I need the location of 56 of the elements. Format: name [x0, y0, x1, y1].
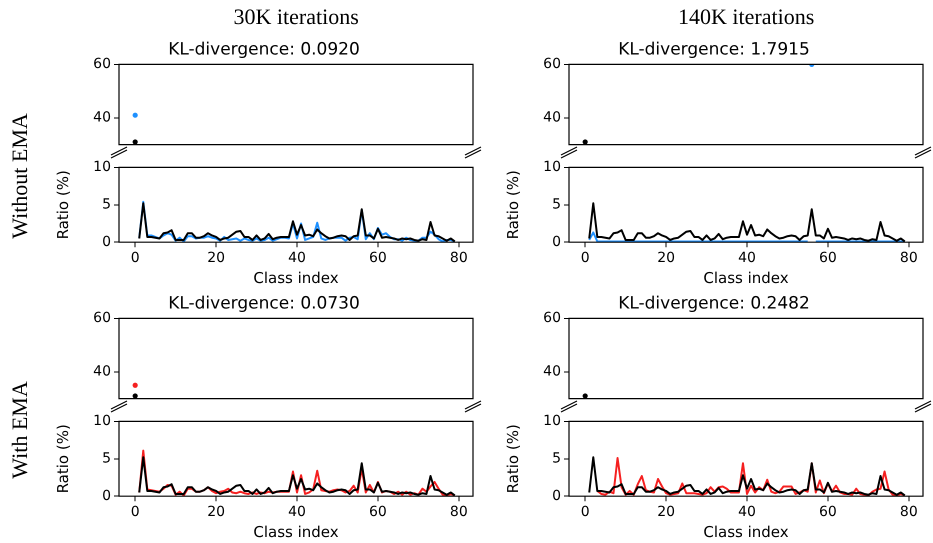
- y-axis-title: Ratio (%): [504, 170, 522, 240]
- x-tick-label: 60: [369, 504, 387, 520]
- text: With EMA: [6, 381, 33, 479]
- text: 140K iterations: [678, 4, 814, 30]
- x-tick-label: 20: [657, 250, 676, 266]
- y-tick-label: 40: [543, 110, 561, 126]
- y-tick-label: 60: [543, 56, 561, 72]
- y-tick-label: 60: [543, 310, 561, 326]
- y-tick-label: 5: [102, 450, 111, 466]
- y-tick-label: 40: [543, 364, 561, 380]
- y-axis-title: Ratio (%): [504, 424, 522, 494]
- y-tick-label: 10: [543, 413, 561, 430]
- x-axis-title: Class index: [253, 268, 339, 287]
- chart-title: KL-divergence: 0.0920: [168, 40, 360, 60]
- y-tick-label: 60: [93, 56, 111, 72]
- x-tick-label: 0: [580, 250, 590, 266]
- x-tick-label: 60: [819, 250, 837, 266]
- y-tick-label: 0: [102, 488, 111, 504]
- text: Without EMA: [6, 113, 33, 239]
- x-tick-label: 80: [450, 504, 468, 520]
- y-tick-label: 5: [552, 196, 561, 212]
- text: 30K iterations: [234, 4, 359, 30]
- x-tick-label: 20: [207, 504, 226, 520]
- y-tick-label: 0: [552, 234, 561, 250]
- chart-title: KL-divergence: 0.0730: [168, 294, 360, 314]
- y-tick-label: 10: [93, 159, 111, 176]
- x-axis-title: Class index: [703, 268, 789, 287]
- x-tick-label: 0: [580, 504, 590, 520]
- x-tick-label: 60: [369, 250, 387, 266]
- y-tick-label: 10: [93, 413, 111, 430]
- x-axis-title: Class index: [253, 522, 339, 541]
- x-tick-label: 60: [819, 504, 837, 520]
- y-axis-title: Ratio (%): [54, 170, 72, 240]
- x-tick-label: 20: [207, 250, 226, 266]
- chart-title: KL-divergence: 0.2482: [618, 294, 810, 314]
- x-tick-label: 80: [450, 250, 468, 266]
- x-tick-label: 40: [288, 504, 306, 520]
- x-tick-label: 0: [130, 504, 140, 520]
- x-axis-title: Class index: [703, 522, 789, 541]
- y-tick-label: 5: [102, 196, 111, 212]
- y-tick-label: 10: [543, 159, 561, 176]
- y-tick-label: 0: [102, 234, 111, 250]
- y-axis-title: Ratio (%): [54, 424, 72, 494]
- x-tick-label: 80: [900, 250, 918, 266]
- y-tick-label: 60: [93, 310, 111, 326]
- x-tick-label: 40: [288, 250, 306, 266]
- y-tick-label: 0: [552, 488, 561, 504]
- y-tick-label: 5: [552, 450, 561, 466]
- y-tick-label: 40: [93, 110, 111, 126]
- chart-title: KL-divergence: 1.7915: [618, 40, 810, 60]
- x-tick-label: 20: [657, 504, 676, 520]
- y-tick-label: 40: [93, 364, 111, 380]
- x-tick-label: 40: [738, 250, 756, 266]
- x-tick-label: 80: [900, 504, 918, 520]
- x-tick-label: 0: [130, 250, 140, 266]
- x-tick-label: 40: [738, 504, 756, 520]
